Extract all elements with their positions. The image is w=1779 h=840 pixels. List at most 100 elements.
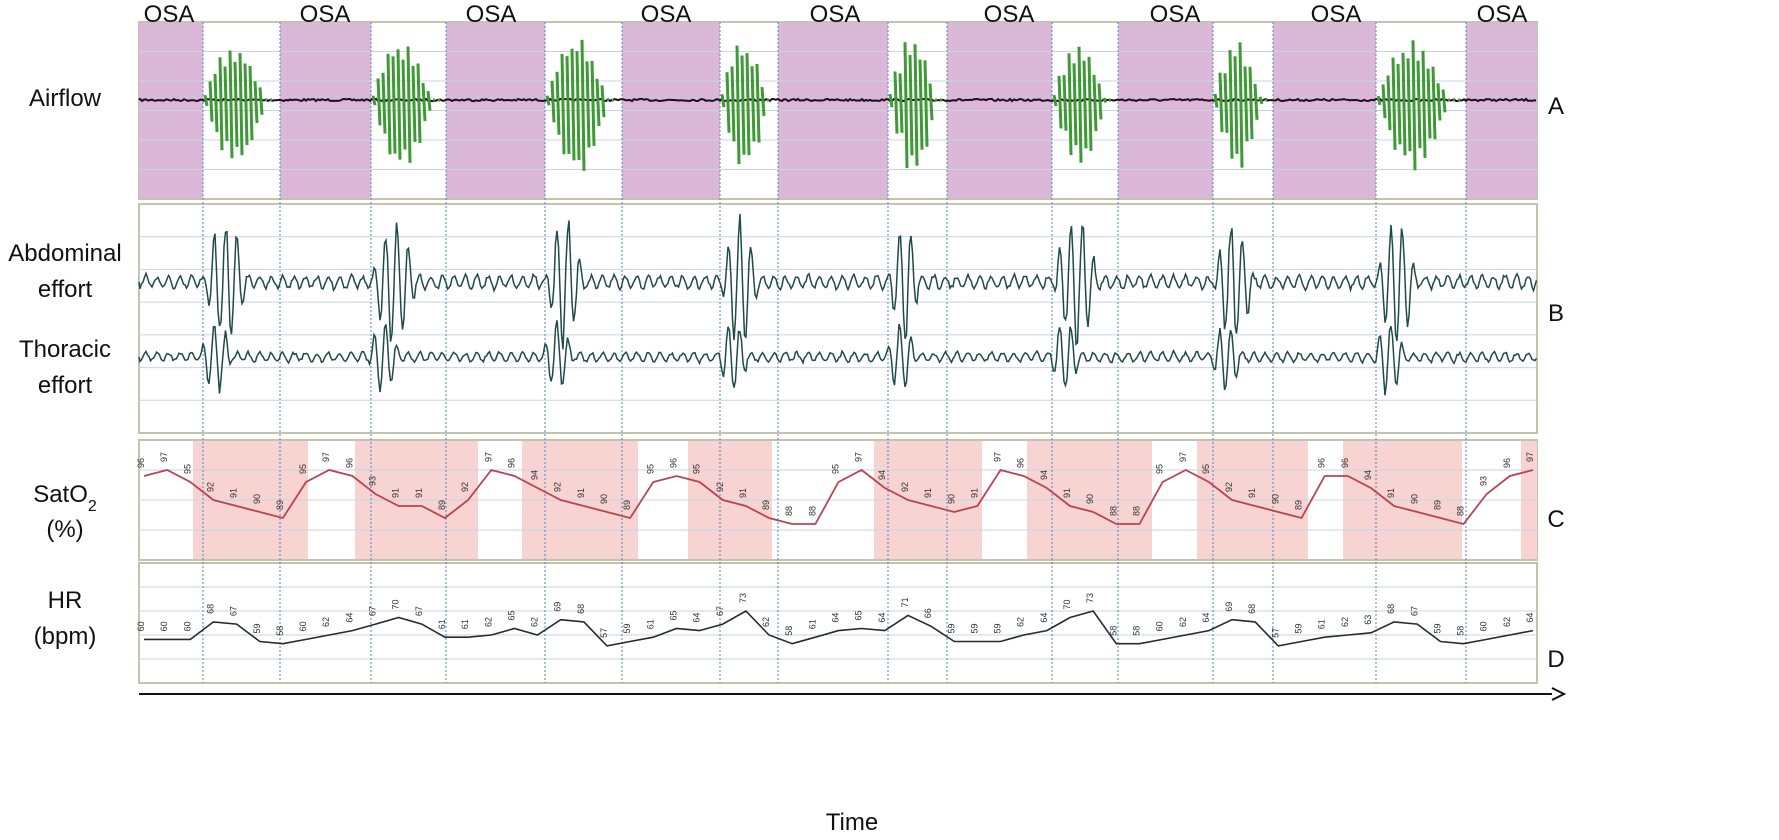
sato2-data-label: 94 xyxy=(1039,470,1049,480)
airflow-breaths-5 xyxy=(888,42,942,169)
hr-data-label: 60 xyxy=(298,621,308,631)
hr-label: HR xyxy=(48,587,83,614)
sato2-data-label: 95 xyxy=(182,464,192,474)
airflow-breaths-4 xyxy=(720,45,769,165)
hr-data-label: 61 xyxy=(645,619,655,629)
panel-letter-b: B xyxy=(1548,300,1564,327)
sato2-data-label: 97 xyxy=(1525,452,1535,462)
hr-data-label: 62 xyxy=(1016,617,1026,627)
sato2-data-label: 95 xyxy=(645,464,655,474)
sato2-data-label: 97 xyxy=(993,452,1003,462)
abdominal-label-line2: effort xyxy=(38,276,93,303)
hr-unit-label: (bpm) xyxy=(34,623,97,650)
osa-label-8: OSA xyxy=(1311,1,1362,28)
sato2-data-label: 97 xyxy=(854,452,864,462)
sato2-label: SatO2 xyxy=(33,481,97,515)
sato2-data-label: 88 xyxy=(1456,506,1466,516)
hr-data-label: 58 xyxy=(1108,626,1118,636)
hr-data-label: 61 xyxy=(437,619,447,629)
hr-data-label: 59 xyxy=(252,623,262,633)
sato2-data-label: 95 xyxy=(1155,464,1165,474)
hr-data-label: 62 xyxy=(1502,617,1512,627)
sato2-data-label: 90 xyxy=(1085,494,1095,504)
hr-trace xyxy=(144,609,1534,647)
hr-data-label: 64 xyxy=(1525,613,1535,623)
hr-data-label: 61 xyxy=(460,619,470,629)
sato2-data-label: 97 xyxy=(1178,452,1188,462)
sato2-data-label: 88 xyxy=(1108,506,1118,516)
hr-data-label: 67 xyxy=(414,606,424,616)
airflow-label: Airflow xyxy=(29,85,102,112)
sato2-data-label: 94 xyxy=(1363,470,1373,480)
sato2-data-label: 88 xyxy=(784,506,794,516)
sato2-data-label: 92 xyxy=(1224,482,1234,492)
sato2-data-label: 96 xyxy=(1340,458,1350,468)
gridlines xyxy=(139,22,1537,683)
sato2-data-label: 93 xyxy=(368,476,378,486)
hr-data-label: 67 xyxy=(368,606,378,616)
osa-label-6: OSA xyxy=(984,1,1035,28)
sato2-data-label: 96 xyxy=(669,458,679,468)
hr-data-label: 64 xyxy=(877,613,887,623)
signal-traces xyxy=(138,39,1567,701)
hr-data-label: 62 xyxy=(530,617,540,627)
sato2-data-label: 95 xyxy=(692,464,702,474)
hr-data-label: 59 xyxy=(1294,623,1304,633)
hr-data-label: 73 xyxy=(1085,593,1095,603)
hr-data-label: 64 xyxy=(831,613,841,623)
hr-data-label: 62 xyxy=(761,617,771,627)
sato2-data-label: 91 xyxy=(576,488,586,498)
osa-label-1: OSA xyxy=(144,1,195,28)
sato2-data-label: 91 xyxy=(414,488,424,498)
hr-data-label: 61 xyxy=(1317,619,1327,629)
hr-data-label: 62 xyxy=(483,617,493,627)
hr-data-label: 61 xyxy=(807,619,817,629)
hr-data-label: 59 xyxy=(993,623,1003,633)
hr-data-label: 60 xyxy=(136,621,146,631)
time-axis-arrow-icon xyxy=(1551,687,1567,701)
sato2-data-label: 96 xyxy=(136,458,146,468)
sato2-data-label: 94 xyxy=(877,470,887,480)
airflow-breaths-1 xyxy=(203,50,272,159)
sato2-data-label: 89 xyxy=(1294,500,1304,510)
sato2-data-label: 89 xyxy=(761,500,771,510)
sato2-data-label: 95 xyxy=(1201,464,1211,474)
sato2-data-label: 90 xyxy=(252,494,262,504)
hr-data-label: 58 xyxy=(1132,626,1142,636)
osa-label-9: OSA xyxy=(1477,1,1528,28)
sato2-data-label: 92 xyxy=(460,482,470,492)
hr-data-label: 69 xyxy=(553,602,563,612)
sato2-data-label: 96 xyxy=(1016,458,1026,468)
hr-data-label: 62 xyxy=(1178,617,1188,627)
sato2-trace xyxy=(143,468,1534,526)
hr-data-label: 67 xyxy=(1409,606,1419,616)
hr-data-label: 60 xyxy=(182,621,192,631)
osa-label-5: OSA xyxy=(810,1,861,28)
sato2-data-label: 96 xyxy=(1317,458,1327,468)
airflow-breaths-2 xyxy=(371,46,440,163)
hr-data-label: 59 xyxy=(946,623,956,633)
airflow-baseline xyxy=(138,97,1536,103)
thoracic-label-line2: effort xyxy=(38,372,93,399)
thoracic-effort-trace xyxy=(138,320,1538,396)
sato2-data-label: 91 xyxy=(1062,488,1072,498)
hr-data-label: 64 xyxy=(1039,613,1049,623)
hr-data-label: 60 xyxy=(1155,621,1165,631)
airflow-breaths-6 xyxy=(1052,46,1111,163)
sato2-data-label: 92 xyxy=(205,482,215,492)
hr-data-label: 60 xyxy=(1479,621,1489,631)
hr-data-label: 71 xyxy=(900,597,910,607)
sato2-data-label: 95 xyxy=(298,464,308,474)
hr-data-label: 57 xyxy=(1270,628,1280,638)
hr-data-label: 64 xyxy=(344,613,354,623)
sato2-data-label: 89 xyxy=(1432,500,1442,510)
sato2-data-label: 89 xyxy=(275,500,285,510)
abdominal-label-line1: Abdominal xyxy=(8,240,121,267)
hr-data-label: 62 xyxy=(321,617,331,627)
hr-data-label: 59 xyxy=(1432,623,1442,633)
hr-data-label: 57 xyxy=(599,628,609,638)
panel-effort xyxy=(138,203,1538,434)
sato2-data-label: 91 xyxy=(391,488,401,498)
osa-label-2: OSA xyxy=(300,1,351,28)
sato2-data-label: 91 xyxy=(969,488,979,498)
